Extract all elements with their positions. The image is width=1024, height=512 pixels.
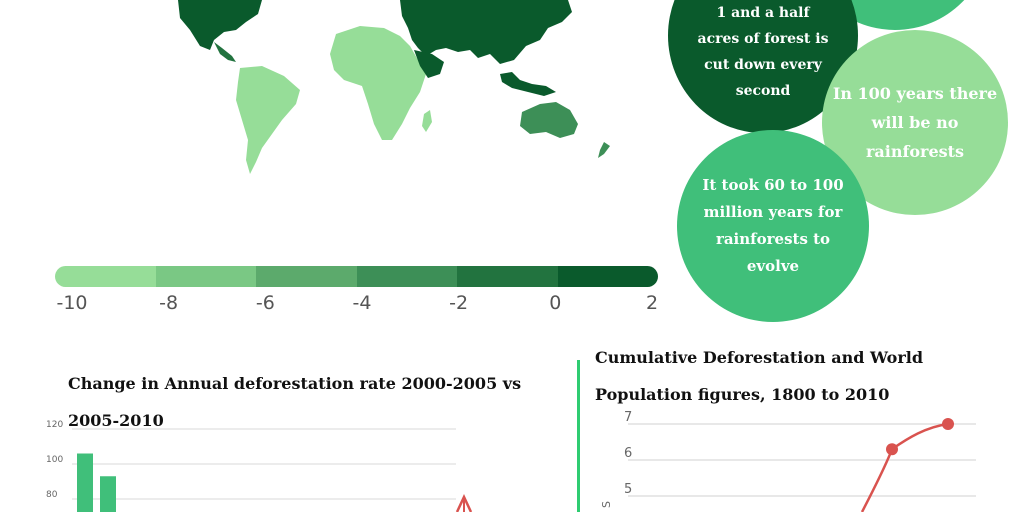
y-tick-label: 120 bbox=[46, 420, 63, 430]
fact-bubble-evolve: It took 60 to 100 million years for rain… bbox=[677, 130, 869, 322]
legend-label: 0 bbox=[549, 292, 562, 314]
trend-marker bbox=[455, 494, 473, 512]
legend-swatch bbox=[457, 266, 558, 287]
y-tick-label: 6 bbox=[624, 446, 632, 461]
legend-label: -6 bbox=[255, 292, 275, 314]
region-madagascar bbox=[422, 110, 432, 132]
y-tick-label: 100 bbox=[46, 455, 63, 465]
region-north-america bbox=[178, 0, 262, 50]
world-map bbox=[178, 0, 610, 174]
section-divider bbox=[577, 360, 580, 512]
legend-label: -10 bbox=[56, 292, 88, 314]
region-arabia bbox=[414, 50, 444, 78]
region-south-america bbox=[236, 66, 300, 174]
region-new-zealand bbox=[598, 142, 610, 158]
y-axis-label: S bbox=[600, 501, 613, 508]
region-africa bbox=[330, 26, 426, 140]
y-tick-label: 5 bbox=[624, 482, 632, 497]
legend-label: -2 bbox=[449, 292, 469, 314]
left-chart-title: Change in Annual deforestation rate 2000… bbox=[68, 374, 522, 430]
legend-swatch bbox=[155, 266, 256, 287]
region-australia bbox=[520, 102, 578, 138]
y-tick-label: 80 bbox=[46, 490, 58, 500]
legend-swatch bbox=[55, 266, 156, 287]
data-point bbox=[886, 443, 898, 456]
y-tick-label: 7 bbox=[624, 410, 632, 425]
cumulative-deforestation-line-chart: 7 6 5 S bbox=[600, 410, 976, 512]
data-point bbox=[942, 418, 954, 430]
legend-label: -8 bbox=[159, 292, 179, 314]
legend-swatch bbox=[256, 266, 357, 287]
color-scale-legend bbox=[55, 266, 658, 287]
deforestation-rate-bar-chart: 120 100 80 bbox=[46, 420, 473, 512]
right-chart-title: Cumulative Deforestation and World Popul… bbox=[595, 348, 924, 404]
series-line bbox=[860, 422, 949, 512]
legend-swatch bbox=[356, 266, 457, 287]
legend-label: 2 bbox=[645, 292, 659, 314]
legend-label: -4 bbox=[352, 292, 372, 314]
region-eurasia bbox=[400, 0, 572, 64]
region-se-asia bbox=[500, 72, 556, 96]
region-central-america bbox=[214, 42, 236, 62]
bar bbox=[100, 476, 116, 512]
legend-swatch bbox=[557, 266, 658, 287]
fact-bubble-no-rainforests: In 100 years there will be no rainforest… bbox=[822, 30, 1008, 215]
bar bbox=[77, 453, 93, 512]
